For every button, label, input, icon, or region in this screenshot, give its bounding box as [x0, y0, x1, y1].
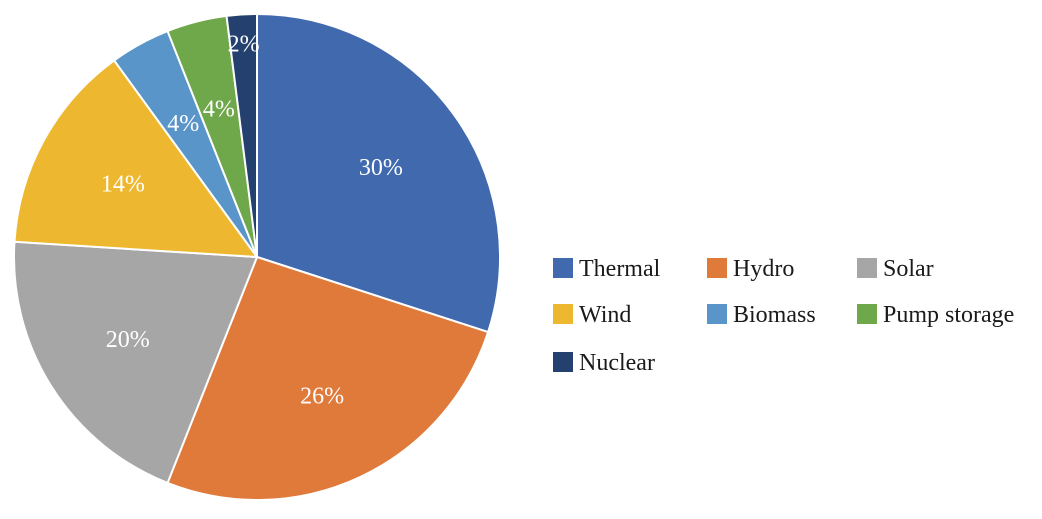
- pie-slice-nuclear: [225, 13, 258, 258]
- slice-labels: 30% 26% 20% 14% 4%4% 2%: [101, 32, 403, 410]
- legend-item-nuclear: Nuclear: [553, 350, 655, 376]
- legend-item-thermal: Thermal: [553, 256, 661, 282]
- pie-slices: [13, 13, 502, 501]
- legend-label-wind: Wind: [579, 302, 631, 328]
- legend-swatch-solar: [857, 258, 877, 278]
- legend-label-biomass: Biomass: [733, 302, 816, 328]
- legend-swatch-pump-storage: [857, 304, 877, 324]
- legend-item-solar: Solar: [857, 256, 934, 282]
- legend-swatch-biomass: [707, 304, 727, 324]
- legend-swatch-hydro: [707, 258, 727, 278]
- legend-item-wind: Wind: [553, 302, 631, 328]
- legend: Thermal Hydro Solar Wind Biomass Pump storage…: [553, 256, 1014, 376]
- pie-slice-wind: [13, 59, 258, 258]
- legend-swatch-nuclear: [553, 352, 573, 372]
- slice-label-pump-storage: 4%: [203, 97, 235, 123]
- legend-item-hydro: Hydro: [707, 256, 794, 282]
- pie-slice-solar: [13, 240, 258, 484]
- legend-swatch-thermal: [553, 258, 573, 278]
- legend-label-thermal: Thermal: [579, 256, 661, 282]
- slice-label-hydro: 26%: [300, 384, 344, 410]
- slice-label-biomass: 4%: [167, 111, 199, 137]
- legend-label-hydro: Hydro: [733, 256, 794, 282]
- legend-item-biomass: Biomass: [707, 302, 816, 328]
- slice-label-nuclear: 2%: [228, 32, 260, 58]
- legend-label-solar: Solar: [883, 256, 934, 282]
- legend-label-nuclear: Nuclear: [579, 350, 655, 376]
- legend-label-pump-storage: Pump storage: [883, 302, 1014, 328]
- slice-label-solar: 20%: [106, 327, 150, 353]
- legend-swatch-wind: [553, 304, 573, 324]
- legend-item-pump-storage: Pump storage: [857, 302, 1014, 328]
- slice-label-wind: 14%: [101, 171, 145, 197]
- pie-slice-hydro: [166, 256, 490, 501]
- pie-slice-thermal: [256, 13, 502, 334]
- slice-label-thermal: 30%: [359, 155, 403, 181]
